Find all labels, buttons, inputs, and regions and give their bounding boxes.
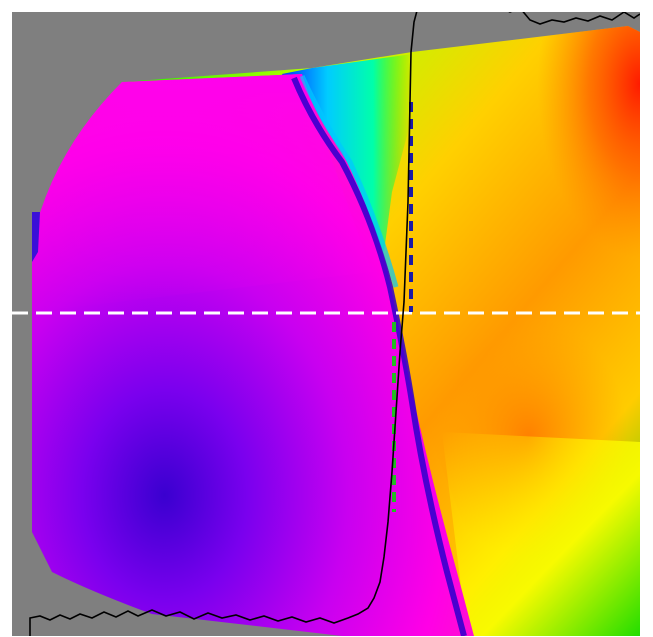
- profile-curve-top: [508, 12, 640, 25]
- image-frame: [12, 12, 640, 636]
- left-top-highlight: [32, 74, 372, 312]
- profile-curve: [29, 12, 418, 636]
- yellow-bottom: [442, 432, 640, 636]
- boundary-stripe: [291, 76, 467, 636]
- left-edge-patch: [32, 212, 40, 262]
- phase-map: [12, 12, 640, 636]
- boundary-cyan-edge: [299, 74, 399, 288]
